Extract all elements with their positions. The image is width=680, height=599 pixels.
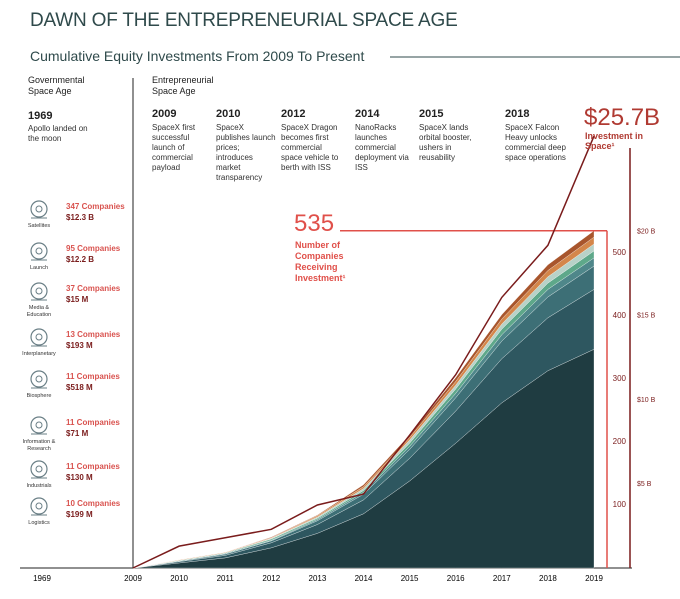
y-tick-label: 500 xyxy=(613,248,627,257)
milestone-text: SpaceX publishes launch prices; introduc… xyxy=(216,123,276,182)
x-tick-label: 2016 xyxy=(447,574,465,583)
sector-investment: $199 M xyxy=(66,510,93,519)
sector-investment: $71 M xyxy=(66,429,89,438)
value-label: $25.7B xyxy=(584,104,661,131)
sector-icon xyxy=(30,460,48,479)
milestone-text: SpaceX Falcon Heavy unlocks commercial d… xyxy=(505,123,566,162)
sector-investment: $518 M xyxy=(66,383,93,392)
sector-companies: 37 Companies xyxy=(66,284,121,293)
sector-icon xyxy=(30,242,48,261)
sector-investment: $193 M xyxy=(66,341,93,350)
milestone-text: SpaceX lands orbital booster, ushers in … xyxy=(419,123,472,162)
sector-investment: $12.3 B xyxy=(66,213,95,222)
legend-label: Launch xyxy=(29,265,49,271)
y-tick-label: 200 xyxy=(613,437,627,446)
y2-tick-label: $5 B xyxy=(637,481,652,488)
title: DAWN OF THE ENTREPRENEURIAL SPACE AGE xyxy=(30,10,458,31)
legend-label: Satellites xyxy=(27,223,51,229)
x-tick-label: 2013 xyxy=(309,574,327,583)
milestone-year: 2014 xyxy=(355,108,380,120)
milestone-text: SpaceX first successful launch of commer… xyxy=(152,123,196,172)
milestone-text: SpaceX Dragon becomes first commercial s… xyxy=(281,123,339,172)
milestone-year: 2015 xyxy=(419,108,444,120)
legend-label: Biosphere xyxy=(26,393,52,399)
sector-icon xyxy=(30,497,48,516)
y2-tick-label: $10 B xyxy=(637,397,656,404)
total-label: Number of Companies Receiving Investment… xyxy=(295,240,346,283)
x-tick-label: 2012 xyxy=(262,574,280,583)
y2-tick-label: $20 B xyxy=(637,229,656,236)
x-tick-label: 2018 xyxy=(539,574,557,583)
x-tick-label: 2019 xyxy=(585,574,603,583)
sector-icon xyxy=(30,328,48,347)
x-tick-label: 1969 xyxy=(33,574,51,583)
legend-label: Logistics xyxy=(28,520,50,526)
sector-investment: $12.2 B xyxy=(66,255,95,264)
legend-label: Industrials xyxy=(26,483,52,489)
x-tick-label: 2010 xyxy=(170,574,188,583)
subtitle: Cumulative Equity Investments From 2009 … xyxy=(30,48,365,64)
sector-icon xyxy=(30,370,48,389)
milestone-year: 2009 xyxy=(152,108,177,120)
sector-investment: $130 M xyxy=(66,473,93,482)
milestone-year: 1969 xyxy=(28,110,53,122)
legend-label: Media & Education xyxy=(26,305,52,318)
y-tick-label: 100 xyxy=(613,500,627,509)
milestone-text: NanoRacks launches commercial deployment… xyxy=(355,123,409,172)
sector-investment: $15 M xyxy=(66,295,89,304)
y-tick-label: 400 xyxy=(613,311,627,320)
milestone-text: Apollo landed on the moon xyxy=(28,124,88,143)
legend-label: Information & Research xyxy=(22,439,56,452)
sector-icon xyxy=(30,416,48,435)
total-companies: 535 xyxy=(294,210,335,237)
x-tick-label: 2015 xyxy=(401,574,419,583)
milestone-year: 2010 xyxy=(216,108,241,120)
milestone-year: 2018 xyxy=(505,108,530,120)
era-heading: Entrepreneurial Space Age xyxy=(152,75,214,96)
x-tick-label: 2014 xyxy=(355,574,373,583)
era-heading: Governmental Space Age xyxy=(28,75,85,96)
sector-icon xyxy=(30,200,48,219)
legend-label: Interplanetary xyxy=(22,351,56,357)
x-tick-label: 2011 xyxy=(217,574,235,583)
x-tick-label: 2009 xyxy=(124,574,142,583)
y2-tick-label: $15 B xyxy=(637,313,656,320)
overlay: 2009 2010 2011 2012 2013 2014 2015 2016 2017 2018… xyxy=(124,135,656,583)
series-label: Investment in Space¹ xyxy=(585,131,644,151)
investment-line xyxy=(132,135,595,569)
areas xyxy=(132,230,595,569)
y-tick-label: 300 xyxy=(613,374,627,383)
x-tick-label: 2017 xyxy=(493,574,511,583)
area xyxy=(132,230,595,569)
milestone-year: 2012 xyxy=(281,108,306,120)
sector-companies: 13 Companies xyxy=(66,330,121,339)
sector-companies: 347 Companies xyxy=(66,202,125,211)
sector-companies: 11 Companies xyxy=(66,462,120,471)
sector-icon xyxy=(30,282,48,301)
sector-companies: 11 Companies xyxy=(66,372,120,381)
sector-companies: 95 Companies xyxy=(66,244,121,253)
sector-companies: 10 Companies xyxy=(66,499,121,508)
sector-companies: 11 Companies xyxy=(66,418,120,427)
